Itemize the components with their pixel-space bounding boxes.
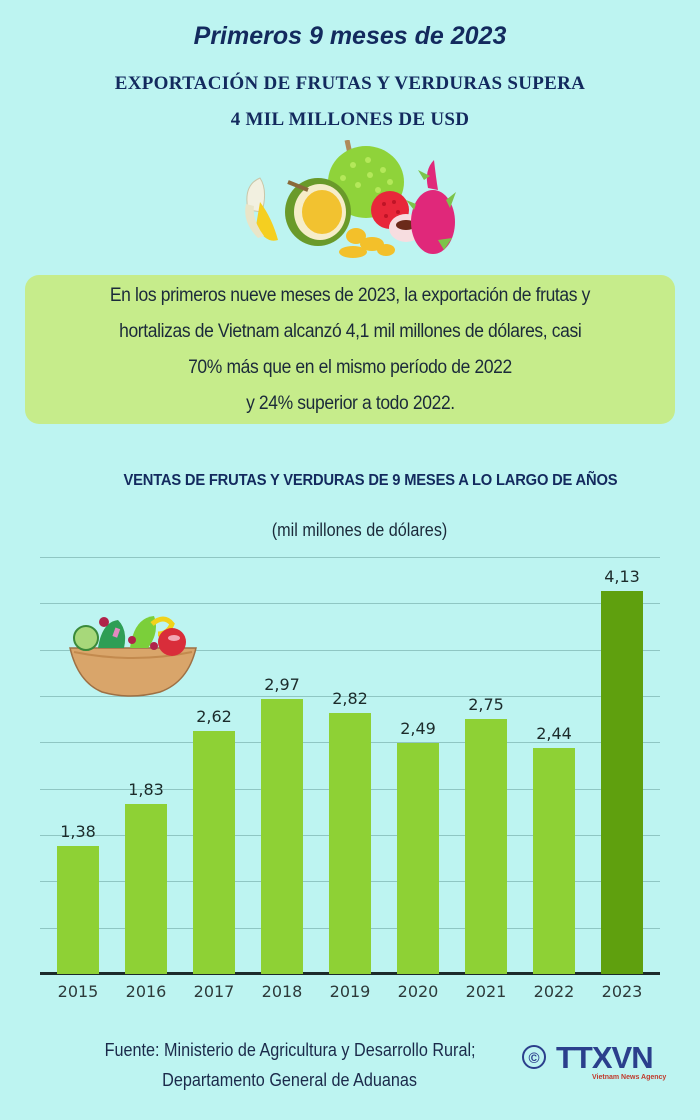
bar-value-label: 4,13 [604, 567, 640, 587]
bar-value-label: 1,83 [128, 780, 164, 800]
gridline [40, 649, 660, 651]
source-text-2: Departamento General de Aduanas [162, 1070, 418, 1090]
source-line-1: Fuente: Ministerio de Agricultura y Desa… [20, 1040, 560, 1061]
x-axis-label: 2015 [57, 982, 99, 1001]
gridline [40, 603, 660, 605]
summary-line: 70% más que en el mismo período de 2022 [188, 356, 512, 378]
summary-line: En los primeros nueve meses de 2023, la … [109, 284, 591, 306]
chart-title: VENTAS DE FRUTAS Y VERDURAS DE 9 MESES A… [40, 472, 700, 490]
bar-2015 [57, 846, 99, 974]
bar-2018 [261, 698, 303, 974]
bar-value-label: 2,62 [196, 707, 232, 727]
chart-title-text: VENTAS DE FRUTAS Y VERDURAS DE 9 MESES A… [123, 472, 617, 489]
chart-unit-label: (mil millones de dólares) [0, 520, 700, 541]
summary-box: En los primeros nueve meses de 2023, la … [25, 275, 675, 424]
bar-2016 [125, 804, 167, 974]
x-axis-label: 2020 [397, 982, 439, 1001]
bar-value-label: 2,44 [536, 723, 572, 743]
x-axis-label: 2023 [601, 982, 643, 1001]
summary-line: hortalizas de Vietnam alcanzó 4,1 mil mi… [118, 320, 582, 342]
x-axis-label: 2021 [465, 982, 507, 1001]
copyright-icon: © [522, 1045, 546, 1069]
salad-bowl-icon [69, 616, 197, 697]
bar-2020 [397, 743, 439, 974]
summary-line: y 24% superior a todo 2022. [245, 392, 455, 414]
x-axis-label: 2018 [261, 982, 303, 1001]
fruit-cluster-icon [245, 140, 456, 258]
bar-value-label: 1,38 [60, 822, 96, 842]
source-text-1: Fuente: Ministerio de Agricultura y Desa… [104, 1040, 476, 1060]
headline-line-2: 4 MIL MILLONES DE USD [230, 109, 470, 130]
subtitle-period: Primeros 9 meses de 2023 [193, 22, 507, 50]
bar-value-label: 2,49 [400, 719, 436, 739]
x-axis-label: 2022 [533, 982, 575, 1001]
gridline [40, 557, 660, 558]
x-axis-label: 2016 [125, 982, 167, 1001]
bar-2017 [193, 731, 235, 974]
ttxvn-logo: TTXVN [556, 1040, 654, 1075]
x-axis-label: 2017 [193, 982, 235, 1001]
bar-value-label: 2,82 [332, 688, 368, 708]
ttxvn-logo-subtext: Vietnam News Agency [592, 1074, 667, 1081]
gridline [40, 696, 660, 697]
bar-2023 [601, 591, 643, 974]
bar-value-label: 2,97 [264, 674, 300, 694]
x-axis-label: 2019 [329, 982, 371, 1001]
headline-line-1: EXPORTACIÓN DE FRUTAS Y VERDURAS SUPERA [114, 73, 586, 94]
chart-unit-text: (mil millones de dólares) [272, 520, 448, 540]
bar-2019 [329, 712, 371, 974]
bar-2022 [533, 747, 575, 974]
source-line-2: Departamento General de Aduanas [20, 1070, 560, 1091]
bar-2021 [465, 719, 507, 974]
bar-value-label: 2,75 [468, 695, 504, 715]
